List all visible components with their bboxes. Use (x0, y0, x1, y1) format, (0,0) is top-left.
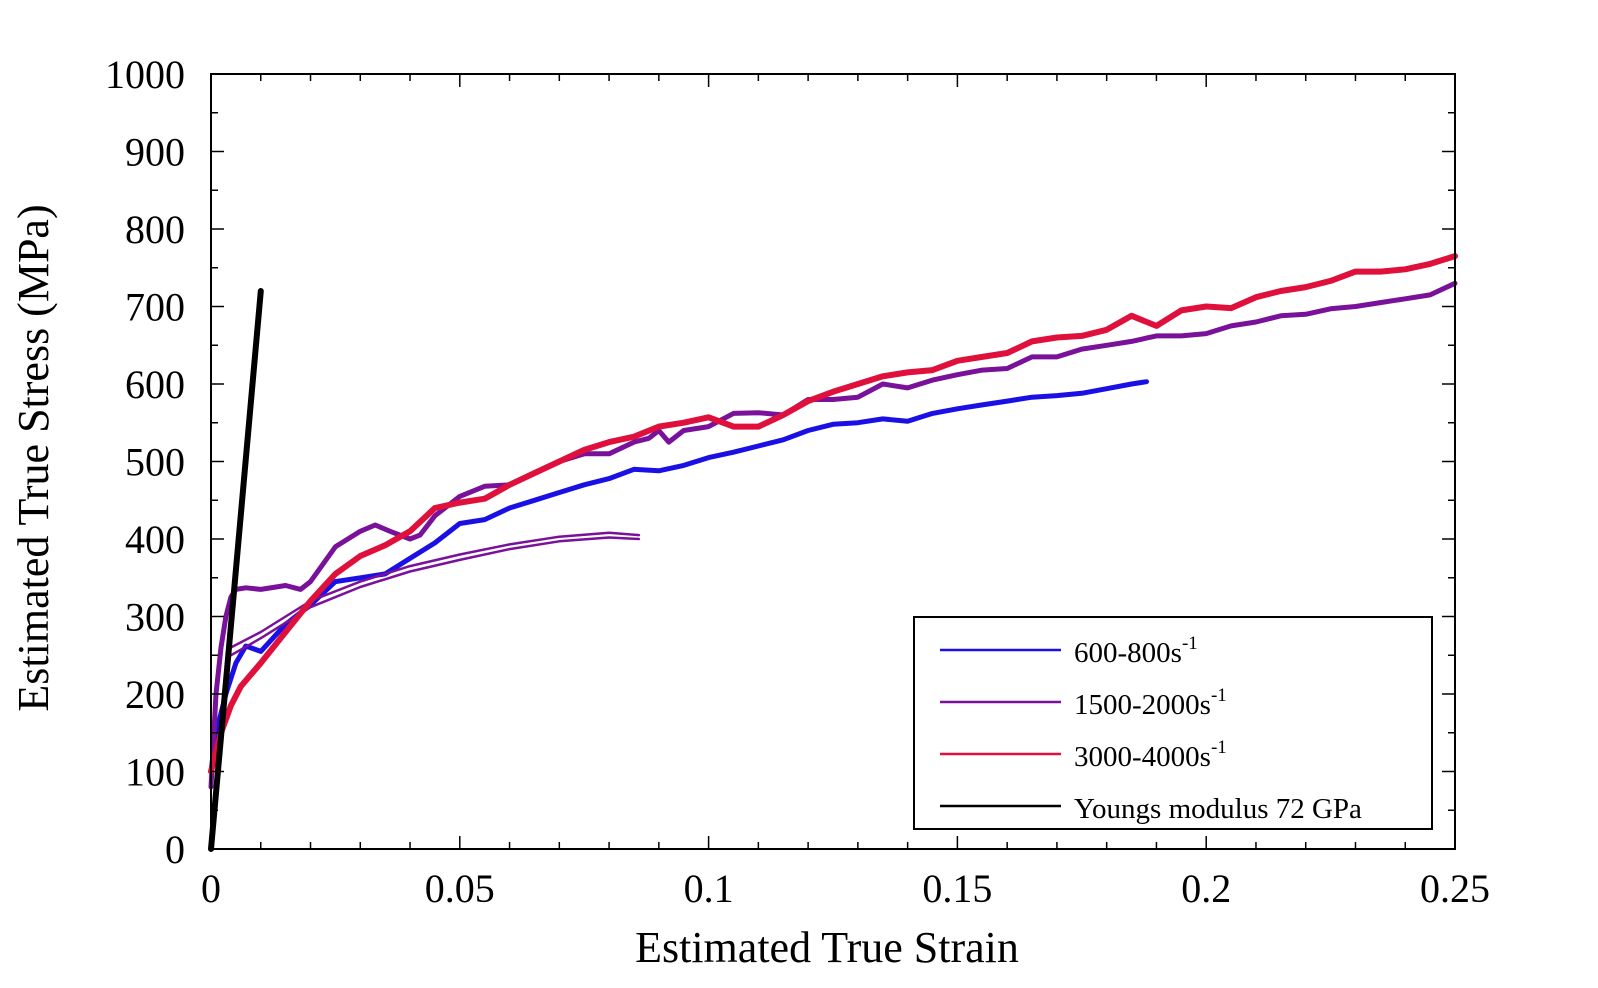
series-line-2 (229, 531, 641, 649)
x-tick-label: 0 (201, 866, 221, 911)
legend-label-0: 600-800s-1 (1074, 633, 1198, 669)
y-tick-label: 0 (165, 827, 185, 872)
series-layer (208, 253, 1458, 852)
legend-label-2: 3000-4000s-1 (1074, 737, 1227, 773)
y-tick-label: 800 (125, 207, 185, 252)
x-tick-label: 0.25 (1420, 866, 1490, 911)
series-line-4 (208, 253, 1458, 775)
y-tick-label: 100 (125, 750, 185, 795)
x-tick-label: 0.1 (684, 866, 734, 911)
y-tick-label: 900 (125, 130, 185, 175)
axes-layer: 0 0.05 0.1 0.15 0.2 0.25 0 100 200 300 400 500 600 70… (105, 52, 1490, 911)
y-tick-label: 200 (125, 672, 185, 717)
legend-label-3: Youngs modulus 72 GPa (1074, 793, 1362, 825)
y-tick-label: 700 (125, 285, 185, 330)
y-tick-label: 300 (125, 595, 185, 640)
legend: 600-800s-1 1500-2000s-1 3000-4000s-1 Youngs… (913, 616, 1433, 830)
series-line-5 (208, 288, 264, 852)
series-line-1 (208, 280, 1458, 790)
y-tick-label: 500 (125, 440, 185, 485)
y-tick-label: 400 (125, 517, 185, 562)
legend-box (913, 616, 1433, 830)
legend-label-1: 1500-2000s-1 (1074, 685, 1227, 721)
x-tick-label: 0.15 (922, 866, 992, 911)
x-tick-label: 0.05 (425, 866, 495, 911)
series-line-3 (229, 536, 641, 657)
x-axis-title: Estimated True Strain (635, 923, 1019, 972)
x-tick-label: 0.2 (1181, 866, 1231, 911)
y-axis-title: Estimated True Stress (MPa) (9, 204, 58, 711)
y-tick-label: 600 (125, 362, 185, 407)
y-tick-label: 1000 (105, 52, 185, 97)
